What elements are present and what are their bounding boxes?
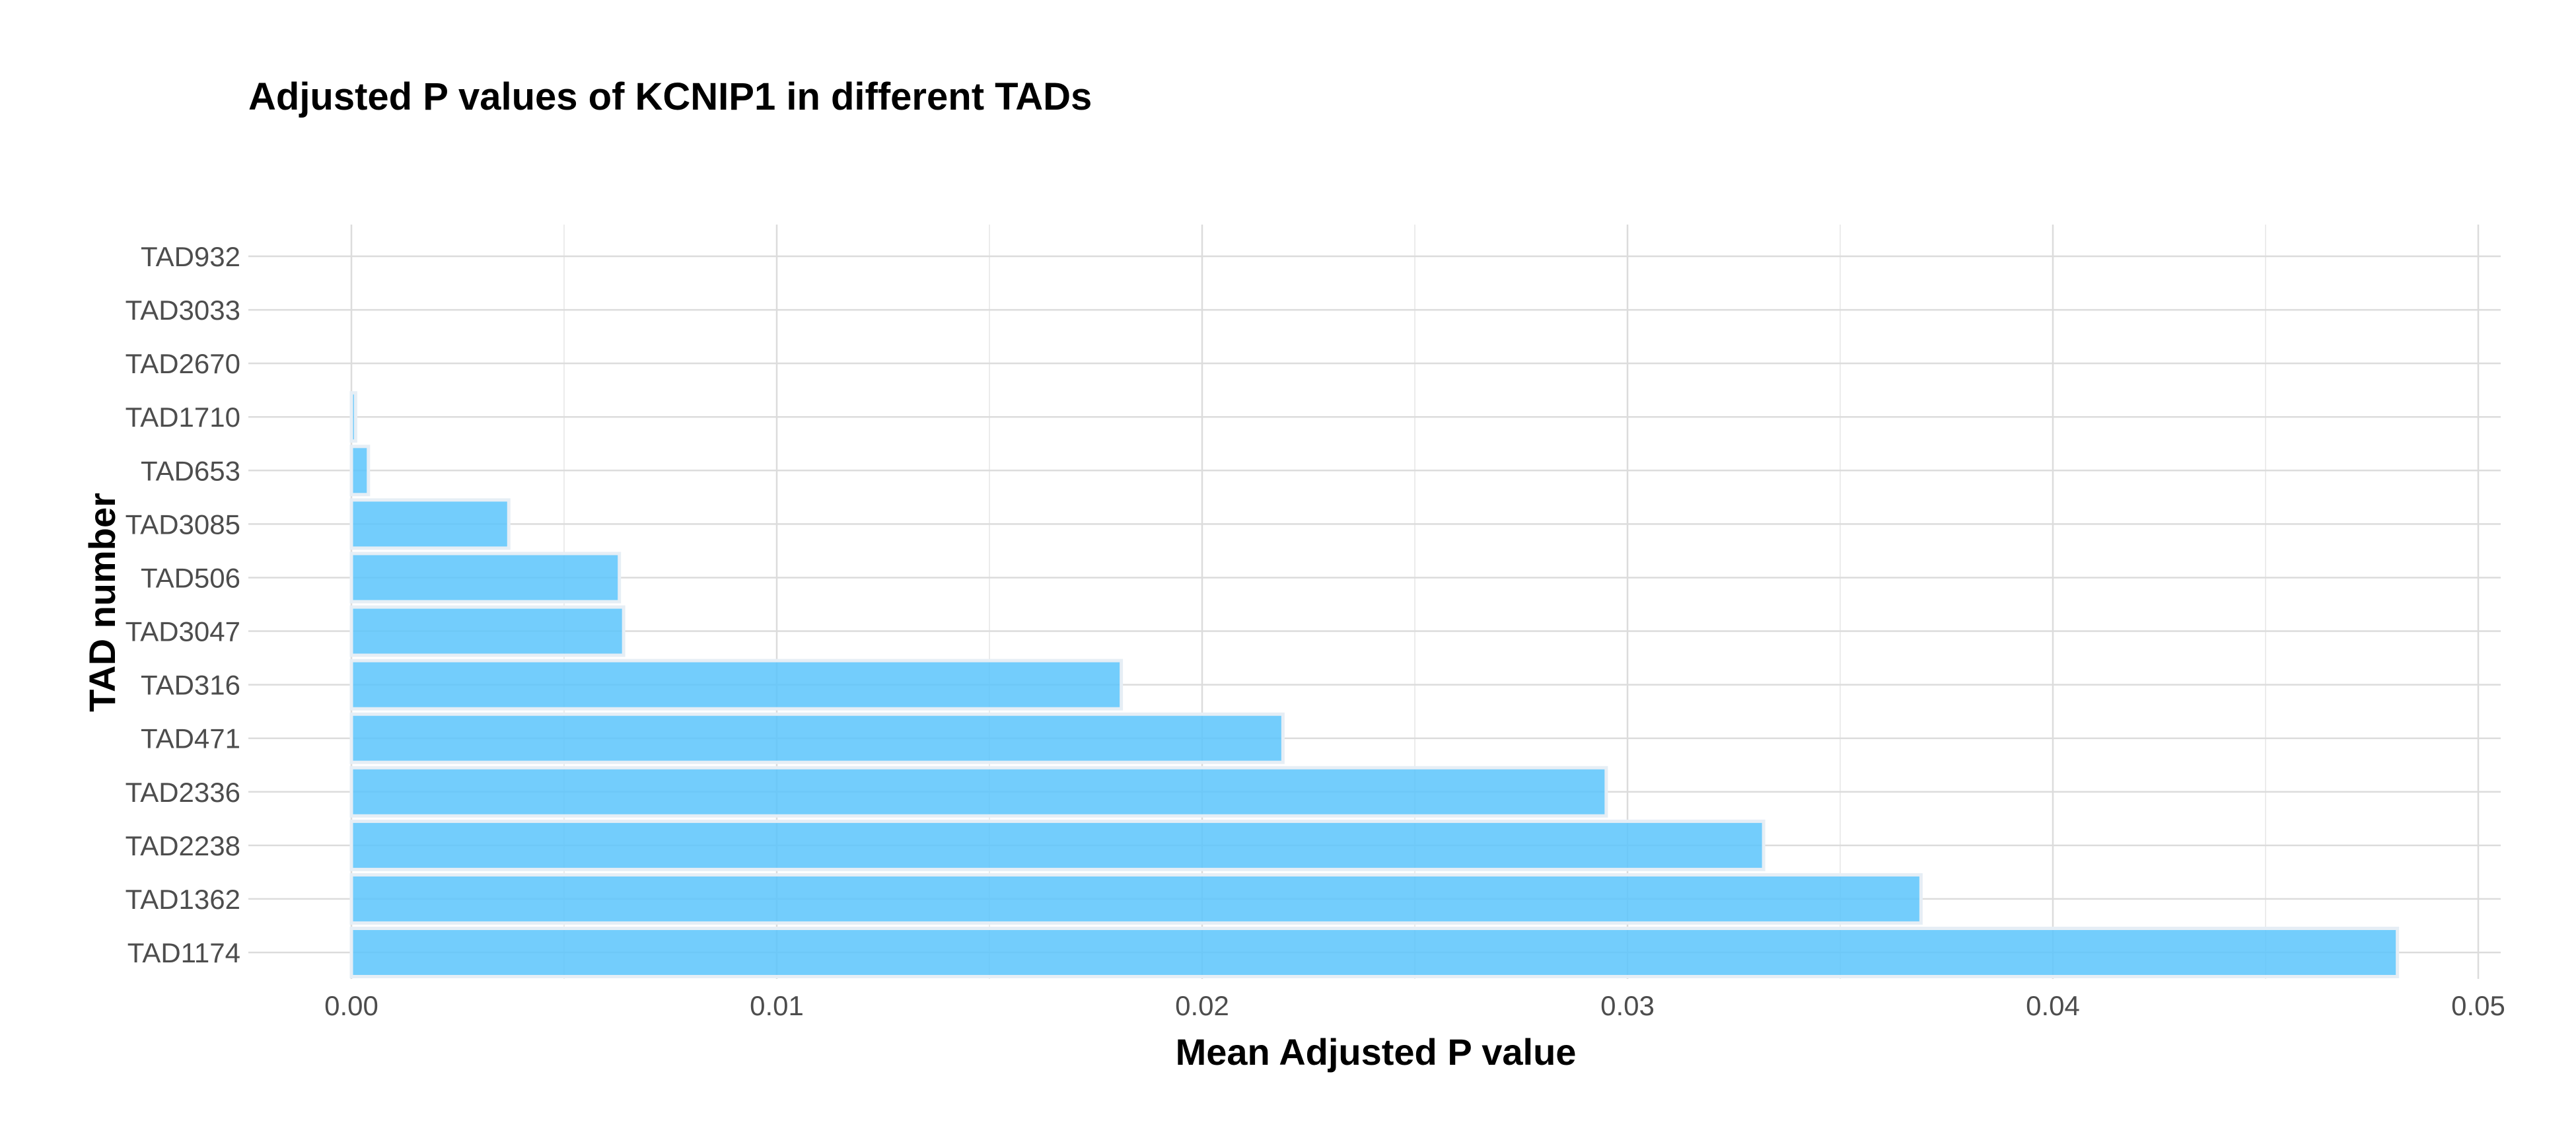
bar-tad2336: [349, 766, 1608, 818]
x-axis-tick-labels: 0.00 0.01 0.02 0.03 0.04 0.05: [324, 990, 2505, 1021]
y-tick-label: TAD3033: [125, 295, 240, 326]
y-tick-label: TAD1362: [125, 884, 240, 915]
bar-tad1174: [349, 927, 2400, 978]
y-tick-label: TAD3085: [125, 509, 240, 540]
x-tick-label: 0.01: [750, 990, 804, 1021]
x-axis-title: Mean Adjusted P value: [1176, 1031, 1577, 1073]
y-tick-label: TAD506: [141, 562, 240, 593]
bars: [349, 391, 2400, 978]
x-tick-label: 0.03: [1600, 990, 1655, 1021]
x-tick-label: 0.04: [2026, 990, 2080, 1021]
bar-tad506: [349, 552, 622, 604]
y-tick-label: TAD471: [141, 723, 240, 754]
bar-tad3047: [349, 605, 626, 657]
y-tick-label: TAD2670: [125, 348, 240, 379]
x-tick-label: 0.02: [1175, 990, 1229, 1021]
y-tick-label: TAD3047: [125, 616, 240, 647]
bar-tad1710: [349, 391, 357, 443]
y-tick-label: TAD932: [141, 241, 240, 272]
x-tick-label: 0.05: [2451, 990, 2505, 1021]
y-tick-label: TAD316: [141, 670, 240, 701]
bar-tad653: [349, 445, 371, 497]
x-tick-label: 0.00: [324, 990, 378, 1021]
y-tick-label: TAD2336: [125, 777, 240, 808]
bar-tad471: [349, 712, 1285, 764]
bar-tad316: [349, 659, 1124, 711]
bar-tad2238: [349, 819, 1766, 871]
y-tick-label: TAD1710: [125, 402, 240, 433]
chart-title: Adjusted P values of KCNIP1 in different…: [248, 75, 1092, 118]
bar-tad3085: [349, 498, 511, 550]
bar-tad1362: [349, 873, 1923, 925]
y-tick-label: TAD2238: [125, 830, 240, 861]
y-tick-label: TAD1174: [127, 937, 240, 968]
y-axis-title: TAD number: [81, 493, 123, 712]
y-tick-label: TAD653: [141, 455, 240, 486]
y-axis-tick-labels: TAD932 TAD3033 TAD2670 TAD1710 TAD653 TAD3085…: [125, 241, 240, 968]
